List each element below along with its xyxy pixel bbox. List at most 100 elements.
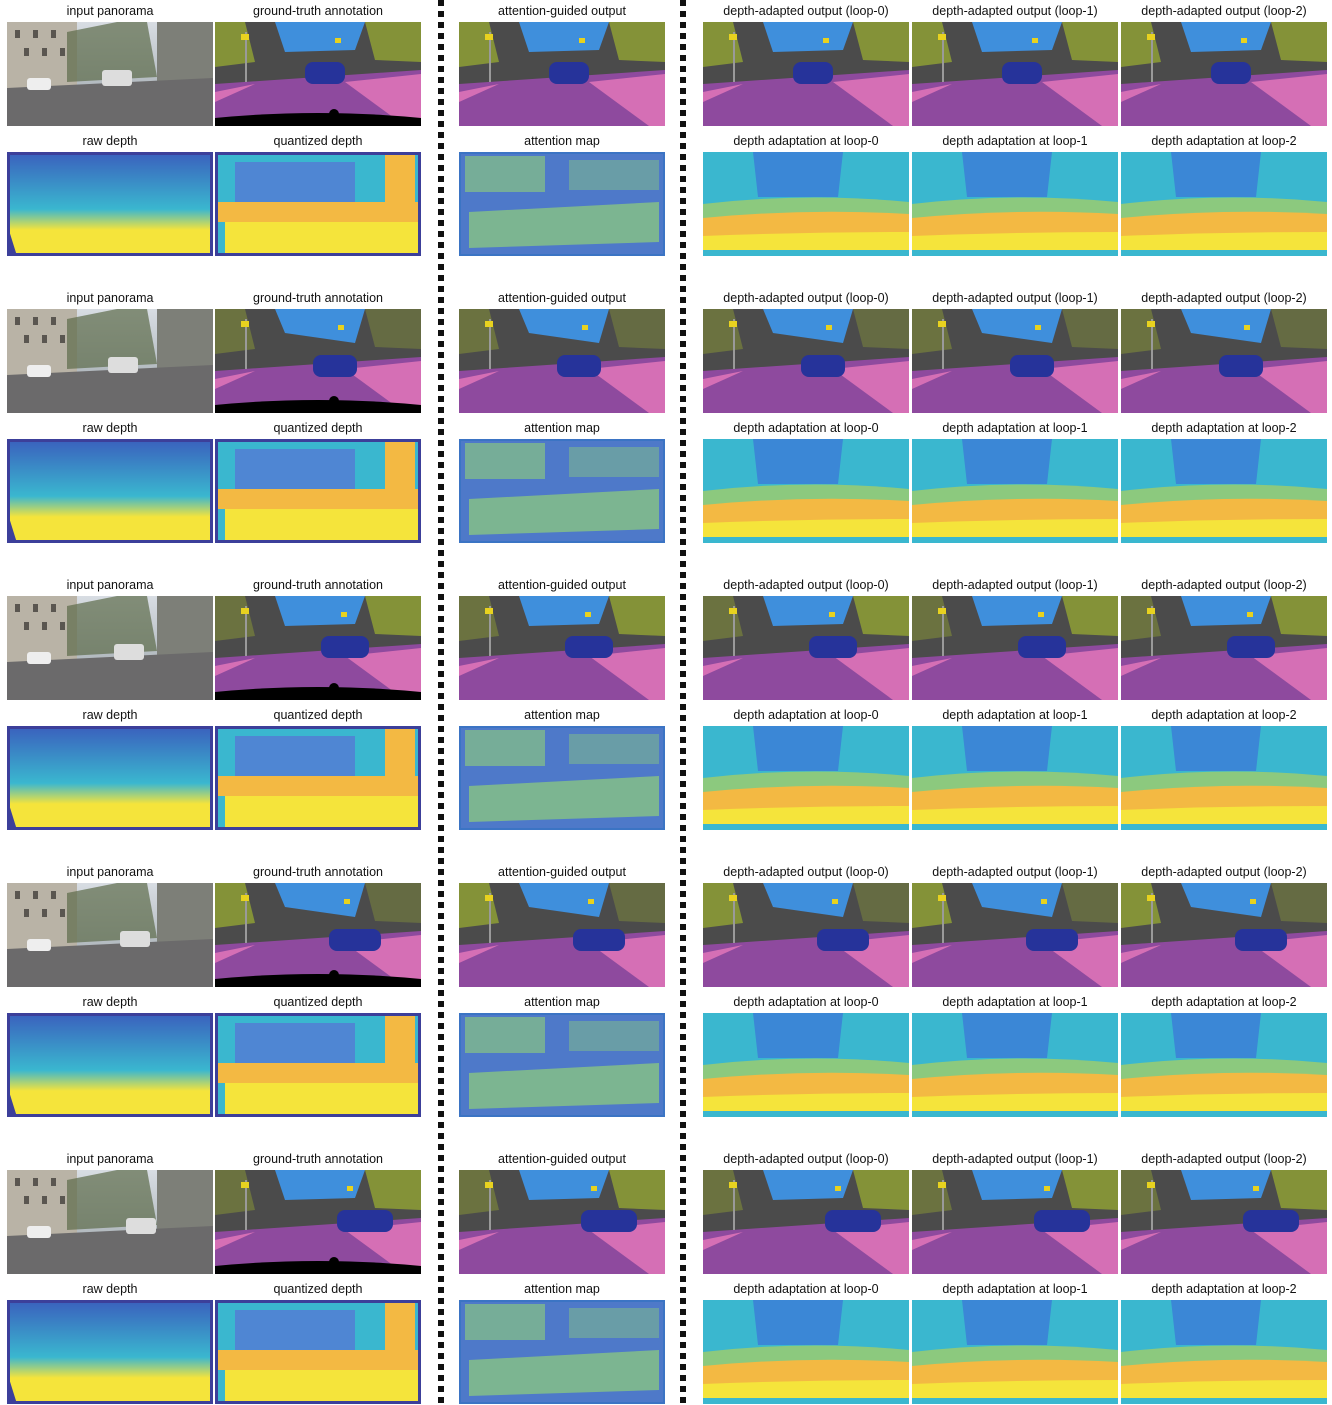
panel-caption: raw depth [82, 1282, 138, 1296]
panel-attn-map-example-4: attention map [459, 993, 665, 1117]
panel-caption: attention map [524, 995, 600, 1009]
panel-gt-example-1: ground-truth annotation [215, 2, 421, 126]
panel-image [459, 152, 665, 256]
panel-caption: attention map [524, 134, 600, 148]
panel-attn-out-example-3: attention-guided output [459, 576, 665, 700]
panel-attn-map-example-1: attention map [459, 132, 665, 256]
panel-dao2-example-5: depth-adapted output (loop-2) [1121, 1150, 1327, 1274]
panel-image [215, 309, 421, 413]
panel-image [912, 152, 1118, 256]
panel-caption: depth-adapted output (loop-1) [932, 4, 1098, 18]
panel-raw-example-2: raw depth [7, 419, 213, 543]
panel-raw-example-4: raw depth [7, 993, 213, 1117]
panel-caption: attention-guided output [498, 291, 626, 305]
panel-image [459, 439, 665, 543]
panel-image [703, 726, 909, 830]
panel-caption: depth-adapted output (loop-2) [1141, 4, 1307, 18]
panel-dao1-example-3: depth-adapted output (loop-1) [912, 576, 1118, 700]
panel-caption: input panorama [66, 291, 154, 305]
panel-input-example-3: input panorama [7, 576, 213, 700]
panel-da2-example-5: depth adaptation at loop-2 [1121, 1280, 1327, 1404]
panel-image [703, 1013, 909, 1117]
panel-quant-example-2: quantized depth [215, 419, 421, 543]
panel-caption: depth-adapted output (loop-0) [723, 1152, 889, 1166]
panel-caption: ground-truth annotation [253, 291, 383, 305]
panel-caption: depth adaptation at loop-0 [733, 421, 879, 435]
panel-caption: raw depth [82, 421, 138, 435]
panel-dao0-example-3: depth-adapted output (loop-0) [703, 576, 909, 700]
panel-caption: input panorama [66, 578, 154, 592]
panel-image [703, 439, 909, 543]
panel-image [459, 1170, 665, 1274]
panel-da0-example-4: depth adaptation at loop-0 [703, 993, 909, 1117]
panel-quant-example-5: quantized depth [215, 1280, 421, 1404]
panel-image [7, 439, 213, 543]
panel-caption: depth-adapted output (loop-1) [932, 578, 1098, 592]
dashed-separator-2 [680, 0, 686, 1405]
panel-dao1-example-2: depth-adapted output (loop-1) [912, 289, 1118, 413]
panel-caption: depth adaptation at loop-0 [733, 134, 879, 148]
panel-caption: attention map [524, 1282, 600, 1296]
panel-caption: quantized depth [273, 1282, 363, 1296]
panel-image [1121, 22, 1327, 126]
panel-dao1-example-5: depth-adapted output (loop-1) [912, 1150, 1118, 1274]
panel-caption: depth-adapted output (loop-2) [1141, 578, 1307, 592]
panel-da0-example-3: depth adaptation at loop-0 [703, 706, 909, 830]
panel-da1-example-4: depth adaptation at loop-1 [912, 993, 1118, 1117]
panel-caption: depth-adapted output (loop-2) [1141, 1152, 1307, 1166]
panel-dao2-example-3: depth-adapted output (loop-2) [1121, 576, 1327, 700]
panel-image [459, 883, 665, 987]
panel-caption: depth adaptation at loop-1 [942, 134, 1088, 148]
panel-image [459, 22, 665, 126]
panel-caption: depth-adapted output (loop-0) [723, 578, 889, 592]
panel-caption: input panorama [66, 865, 154, 879]
panel-image [1121, 883, 1327, 987]
panel-image [7, 726, 213, 830]
panel-image [912, 309, 1118, 413]
panel-image [912, 1170, 1118, 1274]
panel-caption: input panorama [66, 4, 154, 18]
panel-image [912, 22, 1118, 126]
panel-input-example-1: input panorama [7, 2, 213, 126]
panel-da1-example-2: depth adaptation at loop-1 [912, 419, 1118, 543]
panel-raw-example-3: raw depth [7, 706, 213, 830]
panel-dao0-example-5: depth-adapted output (loop-0) [703, 1150, 909, 1274]
panel-dao2-example-4: depth-adapted output (loop-2) [1121, 863, 1327, 987]
panel-caption: attention map [524, 421, 600, 435]
panel-caption: quantized depth [273, 708, 363, 722]
panel-gt-example-2: ground-truth annotation [215, 289, 421, 413]
panel-da0-example-5: depth adaptation at loop-0 [703, 1280, 909, 1404]
panel-image [215, 152, 421, 256]
panel-image [7, 883, 213, 987]
panel-image [912, 726, 1118, 830]
panel-caption: depth adaptation at loop-1 [942, 995, 1088, 1009]
panel-caption: depth-adapted output (loop-0) [723, 865, 889, 879]
panel-caption: depth adaptation at loop-1 [942, 708, 1088, 722]
panel-raw-example-5: raw depth [7, 1280, 213, 1404]
panel-caption: depth adaptation at loop-0 [733, 708, 879, 722]
panel-image [459, 309, 665, 413]
panel-dao0-example-2: depth-adapted output (loop-0) [703, 289, 909, 413]
panel-image [703, 1170, 909, 1274]
panel-caption: ground-truth annotation [253, 578, 383, 592]
panel-caption: depth-adapted output (loop-0) [723, 4, 889, 18]
panel-caption: quantized depth [273, 995, 363, 1009]
panel-caption: depth adaptation at loop-0 [733, 995, 879, 1009]
panel-input-example-4: input panorama [7, 863, 213, 987]
panel-image [459, 596, 665, 700]
panel-dao0-example-4: depth-adapted output (loop-0) [703, 863, 909, 987]
panel-image [703, 309, 909, 413]
panel-caption: depth-adapted output (loop-0) [723, 291, 889, 305]
panel-caption: raw depth [82, 708, 138, 722]
panel-image [215, 596, 421, 700]
panel-caption: attention-guided output [498, 1152, 626, 1166]
panel-image [7, 309, 213, 413]
panel-caption: depth adaptation at loop-0 [733, 1282, 879, 1296]
panel-attn-out-example-4: attention-guided output [459, 863, 665, 987]
panel-caption: depth adaptation at loop-1 [942, 421, 1088, 435]
panel-image [912, 883, 1118, 987]
panel-image [215, 883, 421, 987]
dashed-separator-1 [438, 0, 444, 1405]
panel-da1-example-3: depth adaptation at loop-1 [912, 706, 1118, 830]
